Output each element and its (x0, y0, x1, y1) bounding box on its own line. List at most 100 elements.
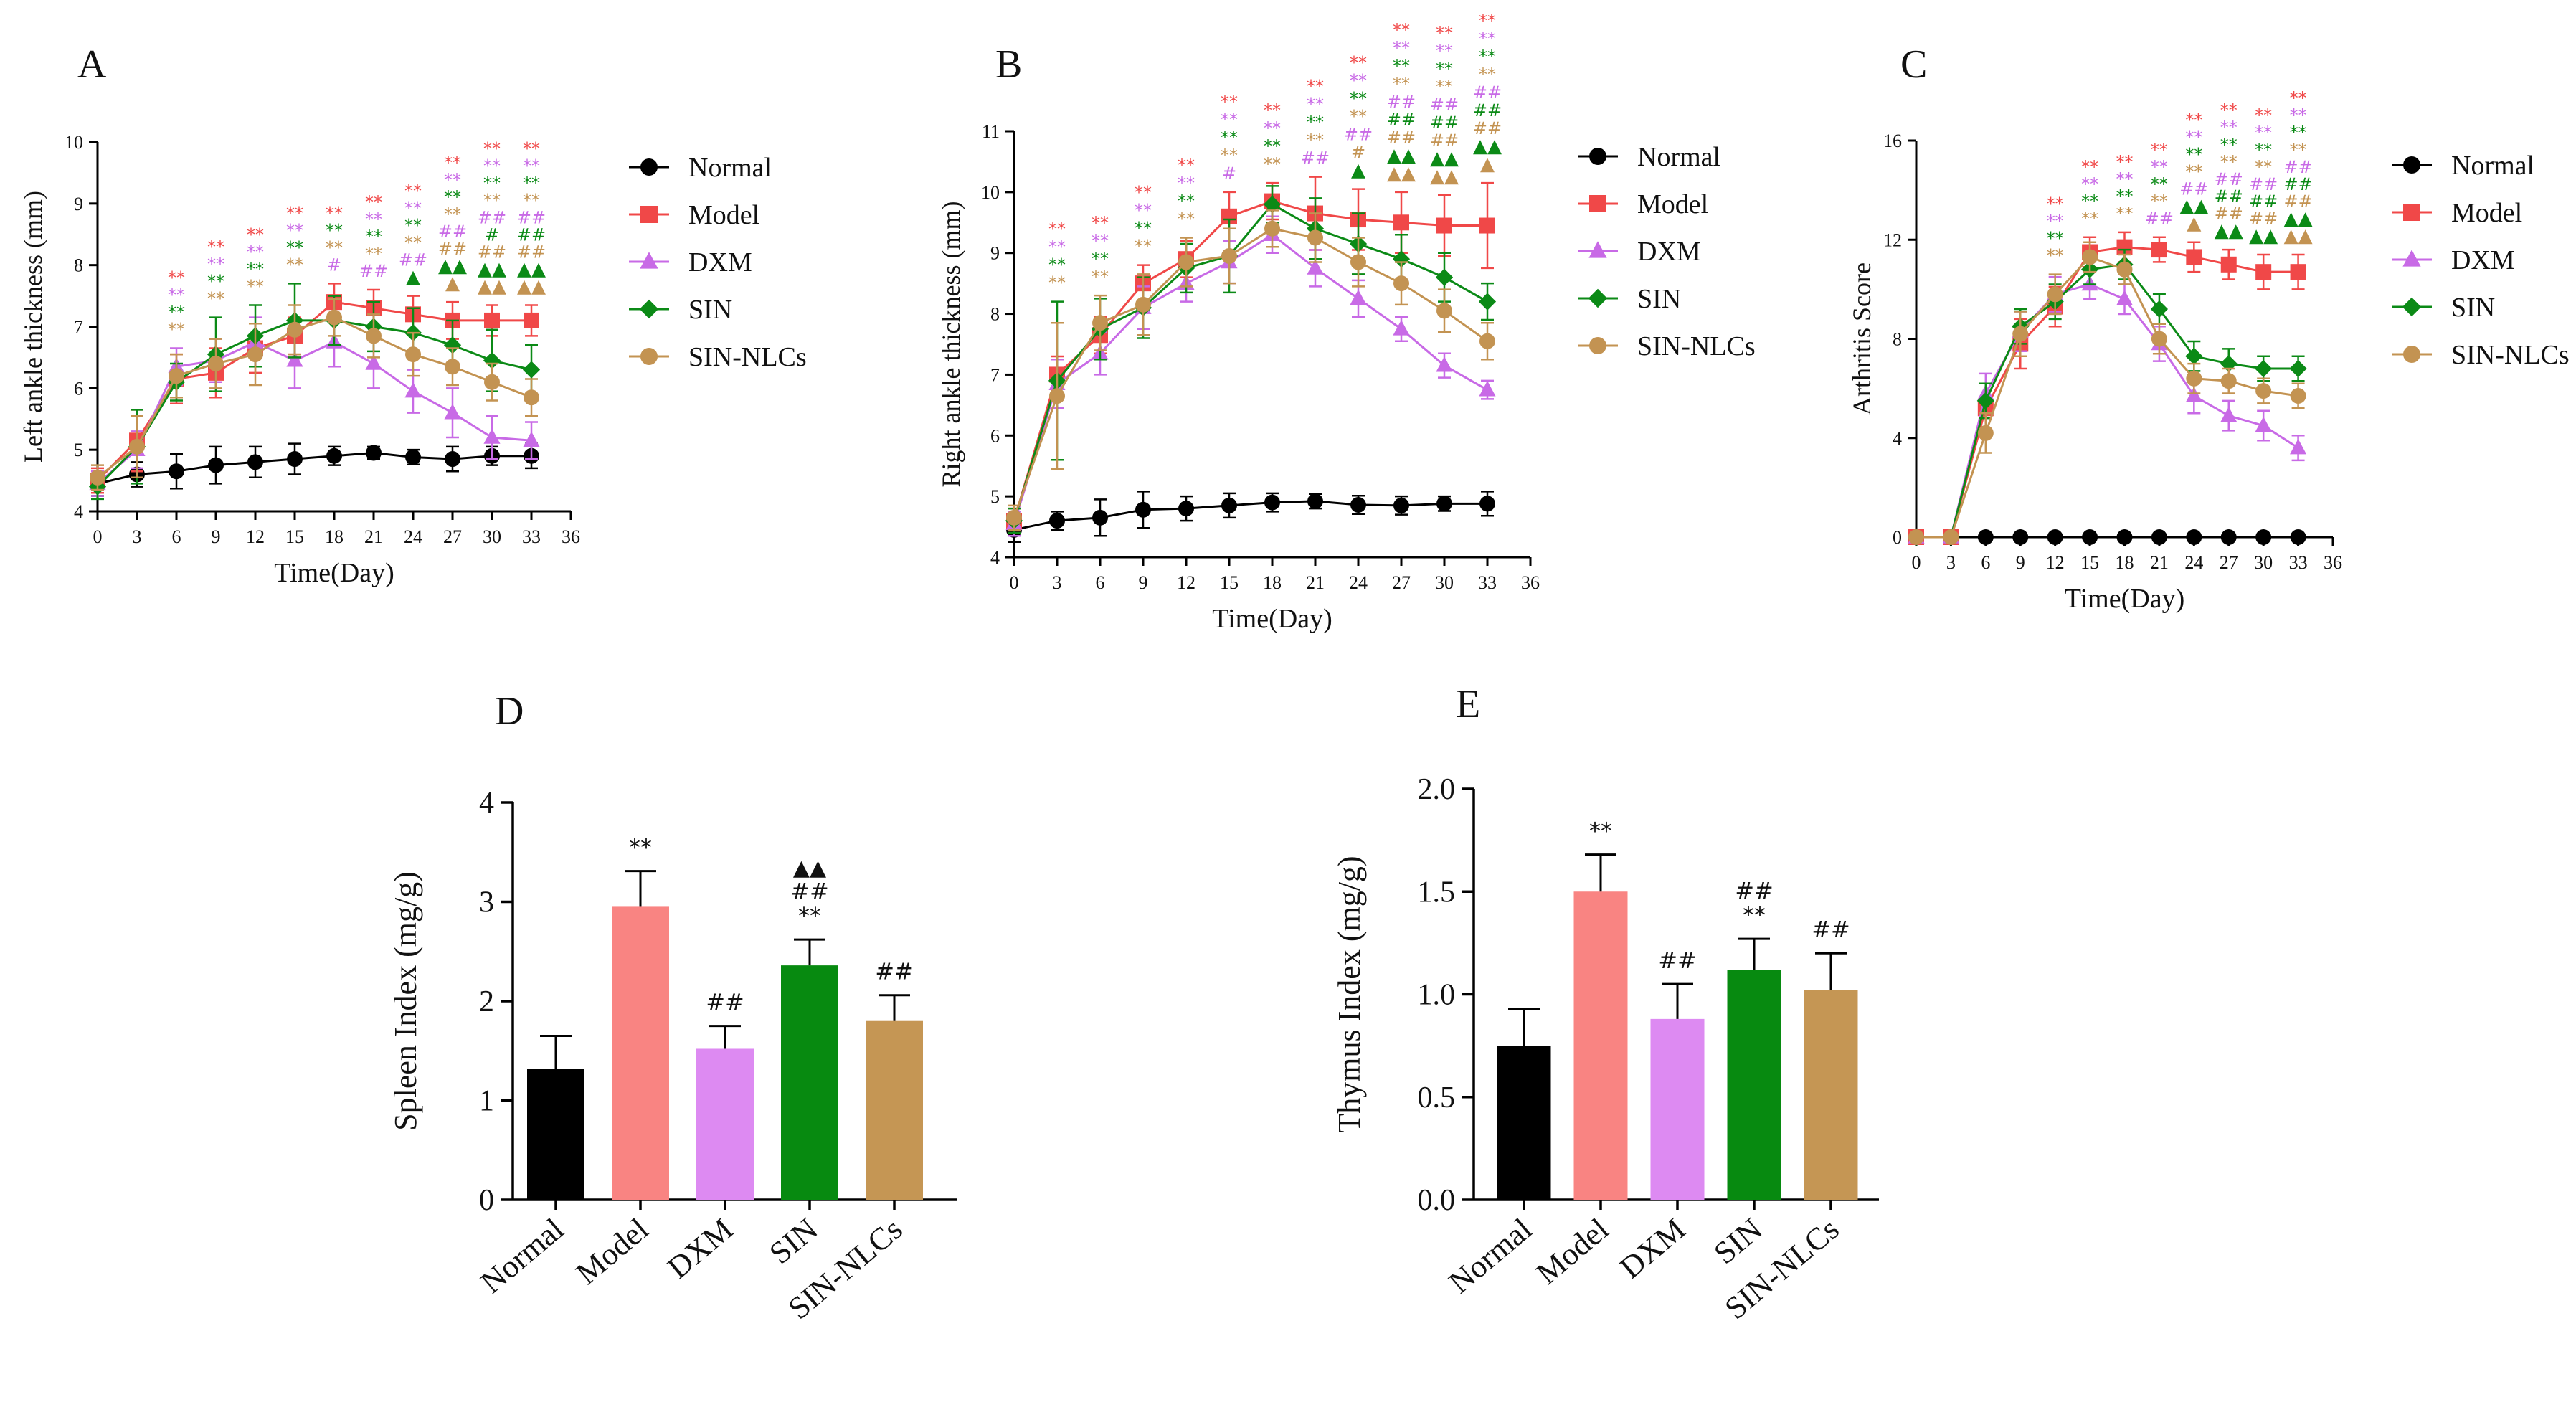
y-tick-label: 9 (74, 194, 83, 214)
x-tick-label: 12 (1177, 572, 1195, 593)
data-point (1393, 214, 1409, 231)
bar-sin-nlcs (1804, 990, 1858, 1200)
significance-mark: ▲ (445, 273, 460, 294)
y-tick-label: 11 (982, 121, 1000, 142)
x-tick-label: 27 (1392, 572, 1411, 593)
significance-mark: ** (1178, 156, 1195, 176)
bar-sin (781, 965, 838, 1200)
significance-mark: ## (359, 261, 388, 281)
x-tick-label: 0 (1010, 572, 1019, 593)
significance-mark: ## (2283, 157, 2312, 177)
significance-mark: ** (365, 209, 382, 229)
significance-mark: ## (517, 242, 546, 262)
data-point (2082, 249, 2098, 265)
legend-label: Model (2451, 198, 2522, 228)
significance-mark: ** (1307, 131, 1324, 151)
significance-mark: ▲ (1480, 153, 1495, 175)
significance-mark: ** (2151, 191, 2168, 212)
data-point (1178, 254, 1194, 270)
significance-mark: ** (365, 192, 382, 212)
data-point (483, 351, 501, 369)
x-tick-label: 24 (404, 526, 422, 547)
data-point (483, 428, 501, 444)
significance-mark: ▲▲ (517, 258, 546, 280)
significance-mark: ** (2047, 212, 2064, 232)
y-tick-label: 7 (990, 364, 1000, 385)
significance-mark: ▲▲ (438, 255, 467, 277)
significance-mark: ## (438, 222, 467, 242)
data-point (1393, 497, 1409, 513)
significance-mark: ▲▲ (478, 275, 506, 297)
data-point (1221, 497, 1237, 513)
data-point (2255, 416, 2272, 432)
x-tick-label: 27 (2220, 552, 2238, 573)
significance-mark: ▲▲ (517, 275, 546, 297)
significance-mark: ** (2290, 123, 2307, 143)
data-point (2151, 331, 2167, 347)
data-point (405, 449, 421, 465)
legend-marker (2403, 156, 2420, 174)
y-axis-title: Thymus Index (mg/g) (1332, 856, 1367, 1132)
x-tick-label: 21 (2150, 552, 2169, 573)
significance-mark: # (1351, 143, 1365, 163)
significance-mark: ** (1350, 107, 1367, 127)
significance-mark: ** (2047, 229, 2064, 249)
data-point (247, 454, 263, 470)
significance-mark: ** (168, 320, 185, 340)
data-point (1479, 333, 1495, 349)
significance-mark: ** (286, 203, 303, 223)
data-point (2116, 261, 2133, 278)
x-tick-label: 21 (364, 526, 383, 547)
legend-label: Normal (1637, 142, 1720, 172)
significance-mark: ▲ (2187, 213, 2201, 235)
significance-mark: ** (1221, 110, 1238, 130)
data-point (1943, 529, 1959, 545)
significance-mark: ** (2116, 204, 2134, 224)
significance-mark: ## (2283, 174, 2312, 194)
significance-mark: ** (326, 220, 343, 240)
series-line (1013, 233, 1488, 524)
significance-mark: ** (2220, 118, 2238, 138)
significance-mark: ** (1048, 273, 1066, 293)
significance-mark: ** (1479, 47, 1496, 67)
data-point (522, 361, 541, 379)
data-point (405, 346, 421, 363)
significance-mark: ** (168, 285, 185, 305)
significance-mark: ** (2151, 140, 2168, 160)
data-point (1221, 247, 1237, 264)
significance-mark: ▲▲ (2284, 225, 2313, 247)
y-tick-label: 6 (74, 378, 83, 399)
significance-mark: ## (790, 878, 829, 905)
significance-mark: ** (1264, 100, 1281, 120)
x-axis-title: Time(Day) (1212, 604, 1332, 634)
data-point (2255, 264, 2272, 280)
x-tick-label: 0 (93, 526, 103, 547)
y-tick-label: 2.0 (1418, 773, 1456, 806)
legend-marker (1588, 241, 1607, 258)
significance-mark: ## (1387, 110, 1416, 130)
significance-mark: ** (1135, 219, 1152, 239)
y-tick-label: 0.5 (1418, 1081, 1456, 1114)
legend: Normal Model DXM SIN SIN-NLCs (1578, 142, 1756, 361)
significance-mark: ▲▲ (1387, 145, 1416, 166)
x-tick-label: 21 (1306, 572, 1325, 593)
significance-mark: ** (1092, 213, 1109, 233)
significance-mark: ** (1307, 95, 1324, 115)
significance-mark: ** (1479, 65, 1496, 85)
data-point (1393, 320, 1410, 336)
significance-mark: ## (1473, 82, 1502, 103)
data-point (2116, 529, 2133, 545)
data-point (208, 457, 224, 473)
y-tick-label: 0 (1893, 527, 1902, 548)
series-line (1916, 283, 2299, 539)
legend-marker (2402, 297, 2422, 317)
x-tick-label: 30 (1435, 572, 1454, 593)
panel-E: E 0.0 0.5 1.0 1.5 2.0 Thymus Index (mg/g) Norma… (1332, 682, 1879, 1326)
data-point (287, 451, 303, 468)
significance-mark: ** (2220, 135, 2238, 155)
significance-mark: ** (2116, 169, 2134, 189)
significance-mark: ** (1048, 255, 1066, 275)
x-tick-label: 3 (133, 526, 142, 547)
y-tick-label: 2 (479, 985, 494, 1018)
significance-mark: ** (444, 170, 461, 190)
